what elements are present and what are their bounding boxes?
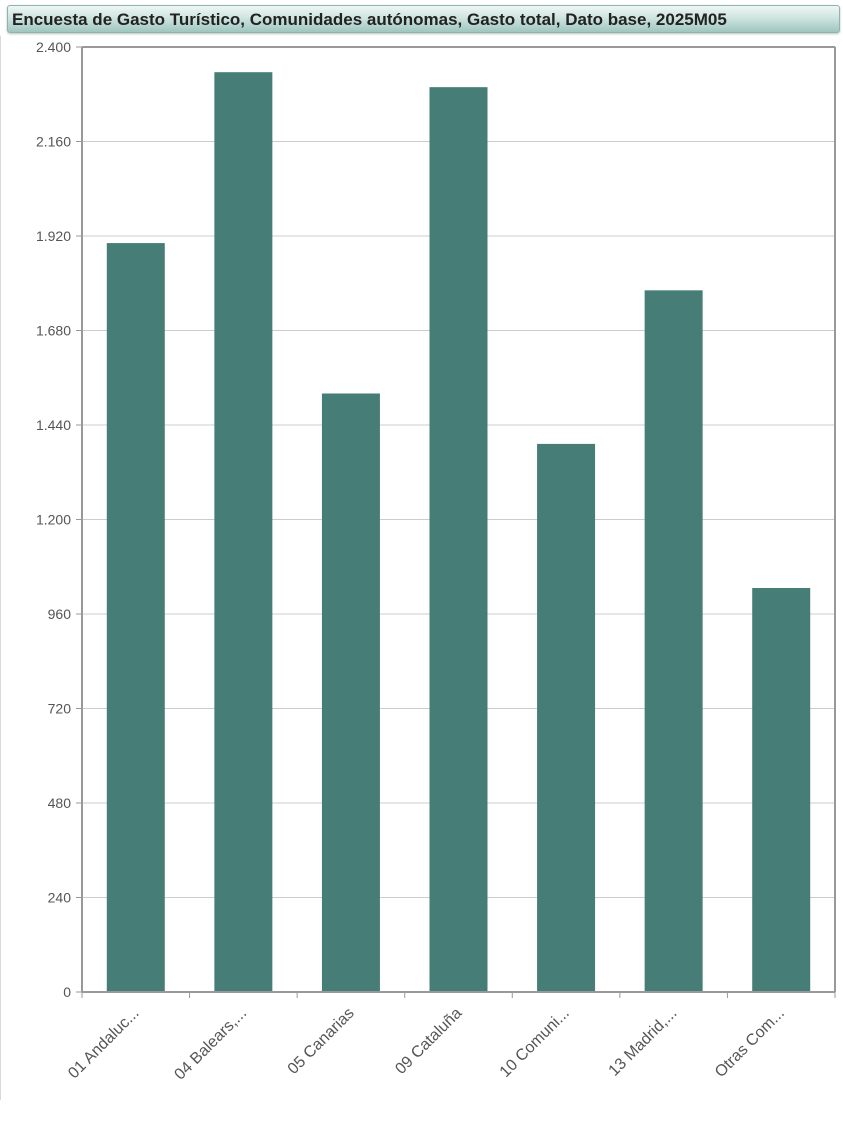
- y-tick-label: 1.200: [36, 512, 71, 528]
- x-tick-label: 09 Cataluña: [392, 1005, 465, 1078]
- y-tick-label: 480: [48, 795, 72, 811]
- x-tick-label: 10 Comuni...: [497, 1005, 573, 1081]
- y-tick-label: 720: [48, 701, 72, 717]
- bar[interactable]: 09 Cataluña: 2298: [429, 87, 488, 993]
- x-tick-label: Otras Com...: [712, 1005, 788, 1081]
- y-tick-label: 1.680: [36, 323, 71, 339]
- y-tick-label: 240: [48, 890, 72, 906]
- x-tick-label: 04 Balears,...: [171, 1005, 250, 1084]
- bar[interactable]: 13 Madrid,...: 1782: [644, 290, 703, 992]
- y-tick-label: 1.920: [36, 228, 71, 244]
- bar[interactable]: 04 Balears,...: 2336: [214, 72, 273, 992]
- chart-title: Encuesta de Gasto Turístico, Comunidades…: [12, 10, 727, 29]
- bar[interactable]: 05 Canarias: 1520: [321, 393, 380, 993]
- x-tick-label: 05 Canarias: [285, 1005, 358, 1078]
- y-tick-label: 2.160: [36, 134, 71, 150]
- left-border-line: [0, 36, 1, 1100]
- y-tick-label: 1.440: [36, 417, 71, 433]
- y-tick-label: 2.400: [36, 39, 71, 55]
- y-tick-label: 960: [48, 606, 72, 622]
- x-tick-label: 01 Andaluc...: [65, 1005, 142, 1082]
- x-tick-label: 13 Madrid,...: [606, 1005, 681, 1080]
- bar[interactable]: Otras Com...: 1026: [752, 588, 811, 992]
- y-tick-label: 0: [63, 984, 71, 1000]
- bar[interactable]: 01 Andaluc...: 1902: [106, 243, 165, 992]
- chart-title-bar: Encuesta de Gasto Turístico, Comunidades…: [7, 5, 840, 33]
- bar[interactable]: 10 Comuni...: 1392: [537, 443, 596, 992]
